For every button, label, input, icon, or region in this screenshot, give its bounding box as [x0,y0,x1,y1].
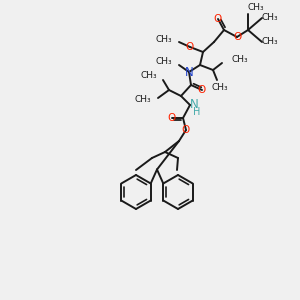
Text: CH₃: CH₃ [231,56,247,64]
Text: H: H [193,107,201,117]
Text: CH₃: CH₃ [155,34,172,43]
Text: O: O [186,42,194,52]
Text: CH₃: CH₃ [155,58,172,67]
Text: N: N [184,65,194,79]
Text: N: N [190,98,198,112]
Text: O: O [182,125,190,135]
Text: CH₃: CH₃ [140,70,157,80]
Text: CH₃: CH₃ [248,4,264,13]
Text: CH₃: CH₃ [134,95,151,104]
Text: CH₃: CH₃ [212,82,228,91]
Text: O: O [214,14,222,24]
Text: O: O [233,32,241,42]
Text: CH₃: CH₃ [262,14,279,22]
Text: O: O [198,85,206,95]
Text: CH₃: CH₃ [262,38,279,46]
Text: O: O [168,113,176,123]
